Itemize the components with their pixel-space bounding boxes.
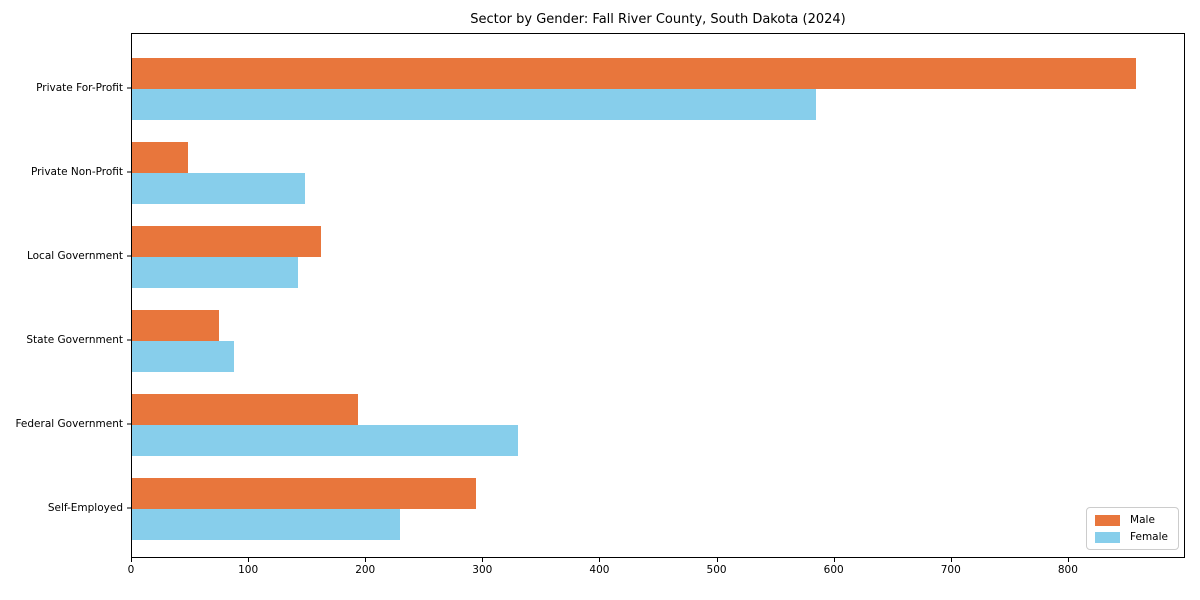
bar-female-5 bbox=[132, 425, 519, 456]
bar-male-6 bbox=[132, 478, 477, 509]
bar-male-4 bbox=[132, 310, 219, 341]
legend-entry-male: Male bbox=[1095, 514, 1168, 526]
x-tick bbox=[950, 558, 952, 562]
x-tick bbox=[482, 558, 484, 562]
bar-male-1 bbox=[132, 58, 1136, 89]
legend-label: Female bbox=[1130, 531, 1168, 543]
y-axis-label: Federal Government bbox=[15, 418, 123, 430]
x-tick-label: 700 bbox=[940, 564, 961, 576]
legend-entry-female: Female bbox=[1095, 531, 1168, 543]
x-tick-label: 100 bbox=[238, 564, 259, 576]
x-tick bbox=[1067, 558, 1069, 562]
x-tick bbox=[833, 558, 835, 562]
plot-area: Male Female bbox=[131, 33, 1185, 558]
legend: Male Female bbox=[1086, 507, 1179, 550]
bar-male-5 bbox=[132, 394, 359, 425]
bar-female-1 bbox=[132, 89, 816, 120]
y-tick bbox=[127, 423, 131, 425]
x-tick bbox=[716, 558, 718, 562]
bar-female-4 bbox=[132, 341, 234, 372]
bar-female-2 bbox=[132, 173, 306, 204]
x-tick-label: 400 bbox=[589, 564, 610, 576]
x-tick-label: 800 bbox=[1057, 564, 1078, 576]
y-axis-label: Private For-Profit bbox=[36, 82, 123, 94]
x-tick-label: 300 bbox=[472, 564, 493, 576]
x-tick-label: 0 bbox=[127, 564, 135, 576]
y-tick bbox=[127, 507, 131, 509]
legend-swatch-icon bbox=[1095, 514, 1121, 526]
x-tick bbox=[248, 558, 250, 562]
y-tick bbox=[127, 255, 131, 257]
x-tick-label: 600 bbox=[823, 564, 844, 576]
x-tick bbox=[365, 558, 367, 562]
x-tick bbox=[599, 558, 601, 562]
x-tick bbox=[131, 558, 132, 562]
y-tick bbox=[127, 171, 131, 173]
y-axis-label: State Government bbox=[26, 334, 123, 346]
y-axis-label: Private Non-Profit bbox=[30, 166, 123, 178]
x-tick-label: 500 bbox=[706, 564, 727, 576]
bar-female-3 bbox=[132, 257, 299, 288]
chart-title: Sector by Gender: Fall River County, Sou… bbox=[470, 12, 846, 27]
legend-swatch-icon bbox=[1095, 531, 1121, 543]
bar-male-3 bbox=[132, 226, 321, 257]
legend-label: Male bbox=[1130, 514, 1155, 526]
bar-female-6 bbox=[132, 509, 401, 540]
y-tick bbox=[127, 339, 131, 341]
x-tick-label: 200 bbox=[355, 564, 376, 576]
y-axis-label: Local Government bbox=[26, 250, 123, 262]
y-axis-label: Self-Employed bbox=[47, 502, 123, 514]
y-tick bbox=[127, 87, 131, 89]
bar-male-2 bbox=[132, 142, 189, 173]
